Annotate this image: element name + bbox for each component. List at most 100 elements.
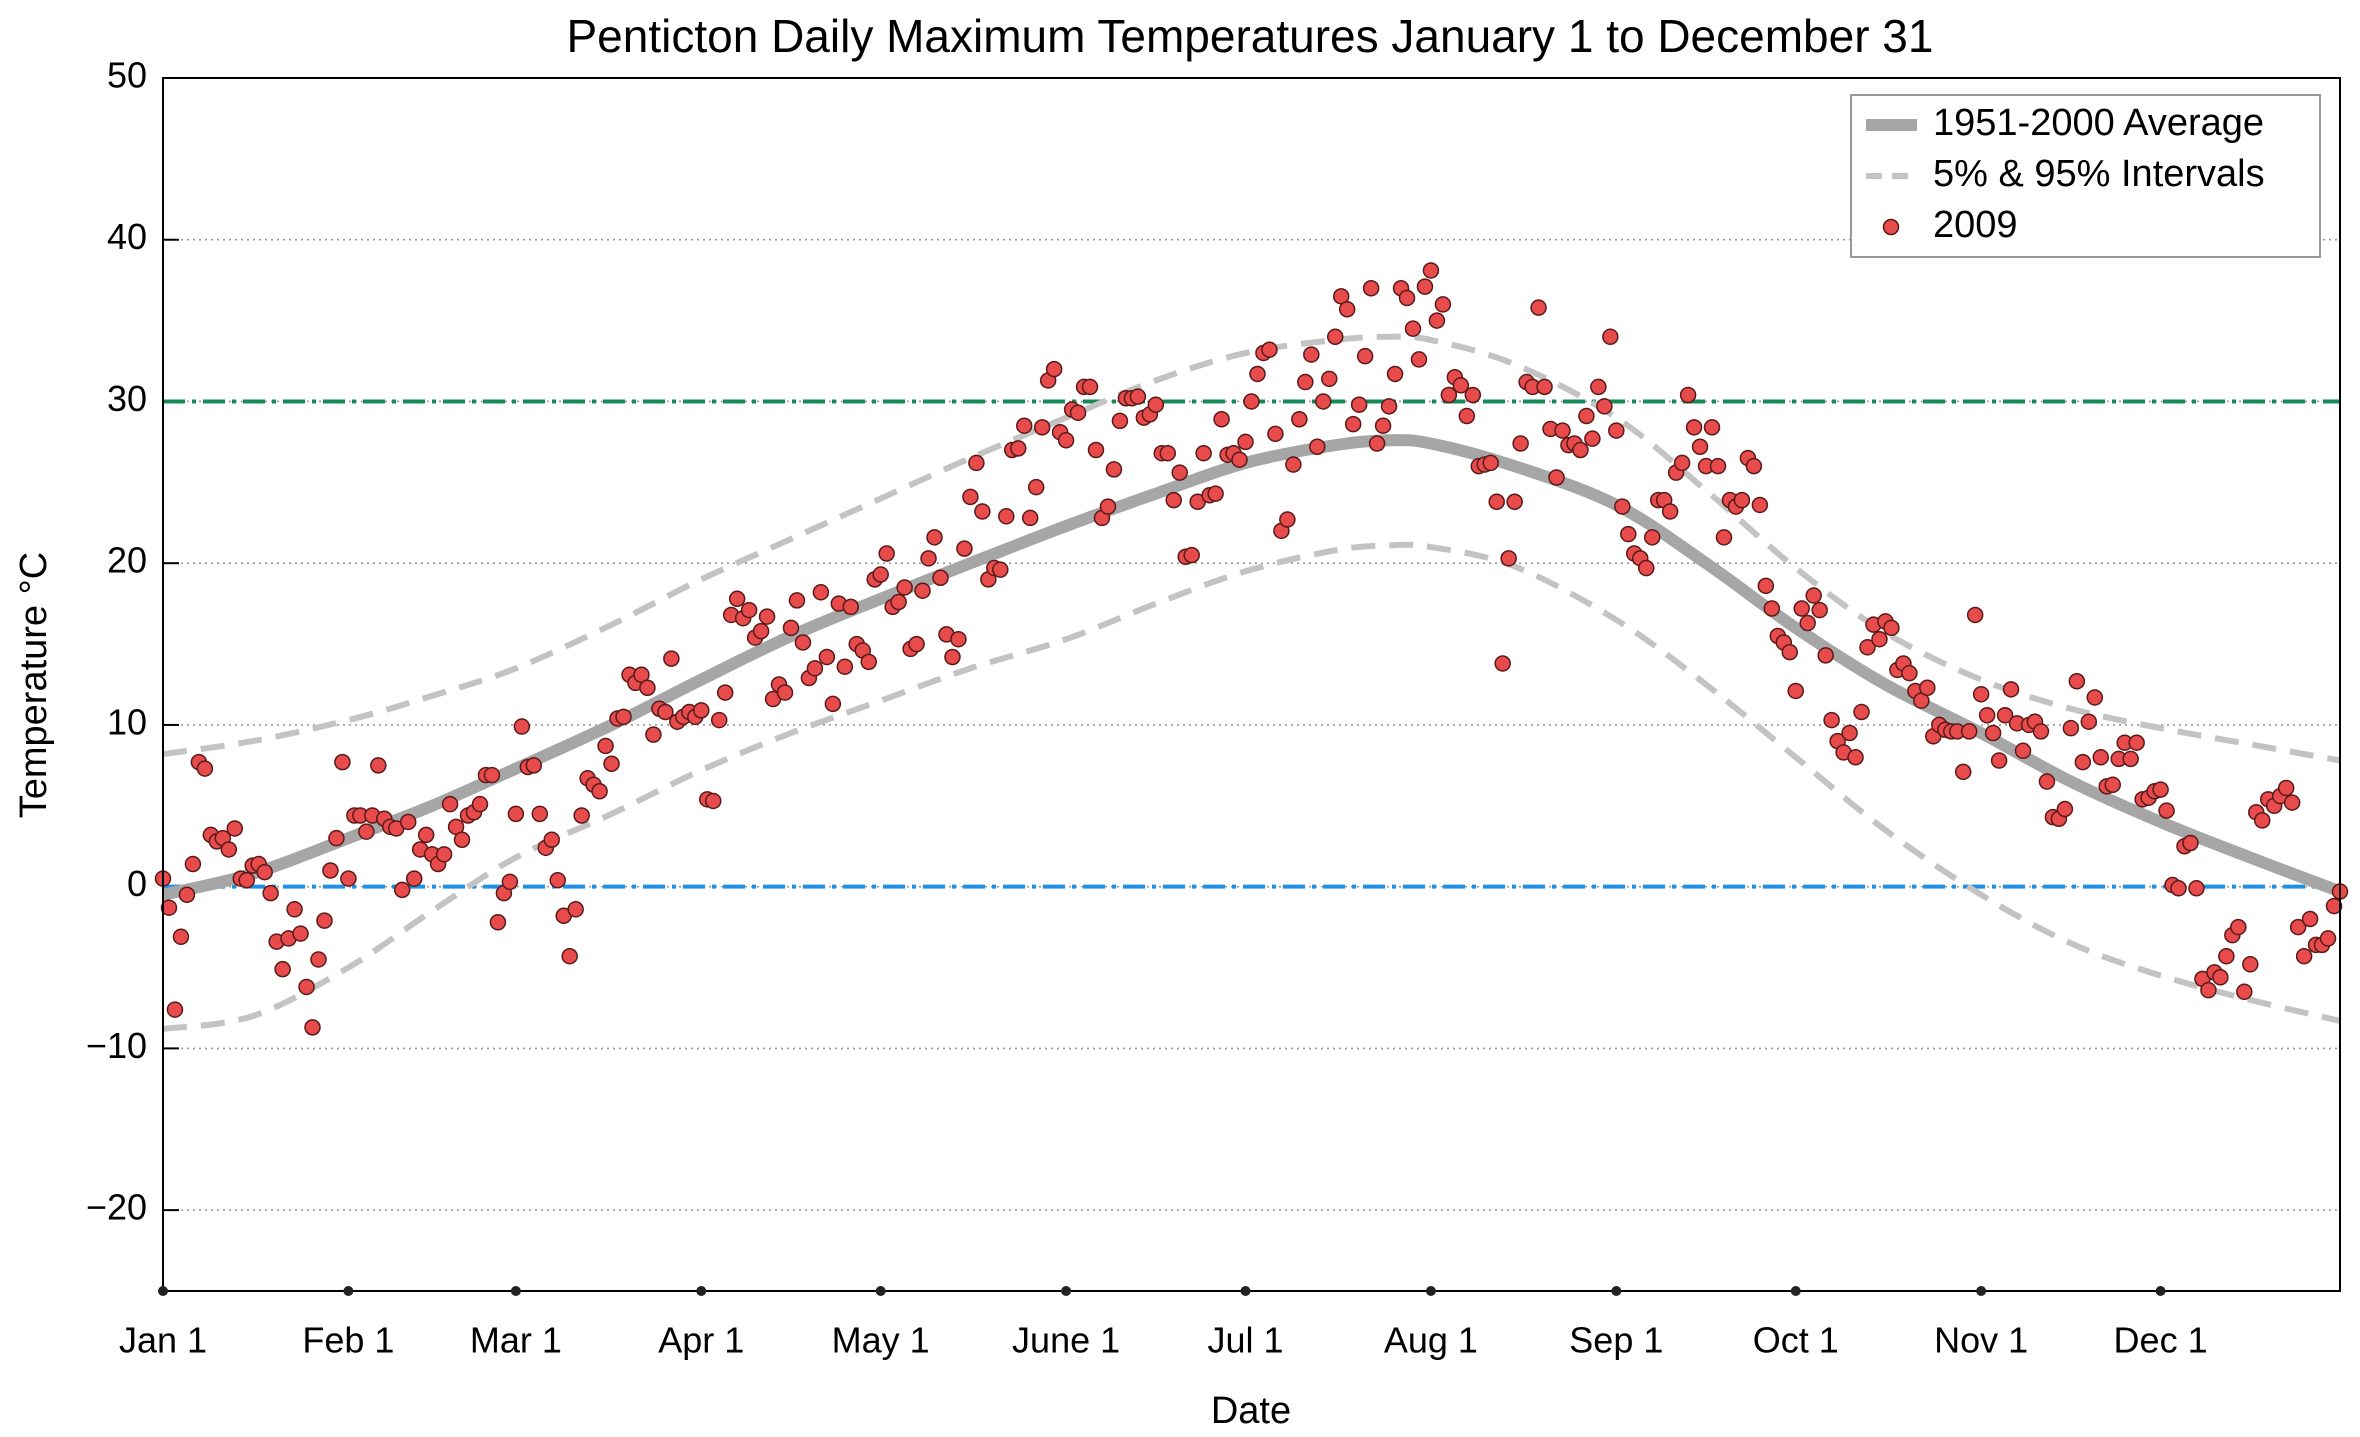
data-point	[1297, 373, 1314, 391]
data-point	[872, 566, 889, 583]
data-point	[1960, 723, 1978, 740]
data-point	[1817, 647, 1834, 664]
data-point	[549, 871, 566, 889]
data-point	[2283, 794, 2301, 811]
data-point	[489, 913, 507, 931]
data-point	[1171, 464, 1188, 481]
data-point	[1213, 411, 1230, 428]
data-point	[1978, 706, 1996, 724]
x-tick	[1425, 1286, 1436, 1296]
data-point	[944, 648, 961, 666]
data-point	[645, 726, 662, 743]
data-point	[1111, 412, 1129, 430]
data-point	[525, 757, 543, 774]
data-point	[1458, 407, 1476, 425]
data-point	[1380, 398, 1398, 415]
data-point	[1482, 454, 1499, 472]
data-point	[657, 703, 674, 721]
data-point	[1703, 419, 1721, 436]
data-point	[1596, 398, 1613, 415]
data-point	[836, 658, 854, 675]
data-point	[1321, 370, 1338, 388]
data-point	[1602, 328, 1619, 346]
data-point	[2092, 749, 2110, 766]
data-point	[2242, 956, 2259, 973]
data-point	[1338, 301, 1356, 318]
x-tick-label: Mar 1	[470, 1320, 562, 1361]
data-point	[543, 831, 560, 849]
x-tick-label: Nov 1	[1934, 1320, 2028, 1361]
data-point	[274, 960, 291, 978]
data-point	[812, 584, 830, 601]
data-point	[2230, 918, 2247, 936]
data-point	[2325, 897, 2343, 915]
x-tick	[158, 1286, 168, 1296]
data-point	[597, 737, 614, 755]
x-tick	[875, 1286, 886, 1296]
data-point	[435, 846, 453, 863]
data-point	[561, 947, 578, 965]
chart-title: Penticton Daily Maximum Temperatures Jan…	[567, 10, 1934, 62]
data-point	[1787, 682, 1804, 700]
data-point	[166, 1001, 184, 1018]
data-point	[1099, 498, 1117, 515]
data-point	[1315, 393, 1332, 410]
data-point	[399, 813, 417, 831]
data-point	[1691, 438, 1709, 456]
y-tick-label: −20	[86, 1187, 147, 1228]
data-point	[968, 454, 985, 472]
data-point	[926, 529, 943, 546]
data-point	[2301, 910, 2319, 928]
x-tick-label: Apr 1	[658, 1320, 744, 1361]
x-tick-label: Oct 1	[1753, 1320, 1839, 1361]
x-tick	[510, 1286, 521, 1296]
data-point	[1326, 328, 1344, 346]
data-point	[824, 695, 842, 713]
y-tick-label: 20	[107, 540, 147, 581]
data-point	[2068, 673, 2086, 690]
data-point	[2289, 918, 2307, 936]
data-point	[2200, 981, 2217, 999]
data-point	[920, 550, 937, 567]
data-point	[908, 635, 925, 653]
data-point	[998, 508, 1015, 525]
data-point	[663, 650, 680, 667]
data-point	[878, 545, 895, 562]
data-point	[567, 901, 584, 918]
data-point	[1954, 763, 1972, 781]
data-point	[1608, 422, 1625, 439]
data-point	[1303, 346, 1320, 363]
data-point	[184, 855, 202, 873]
y-tick-label: 10	[107, 701, 147, 742]
data-point	[716, 684, 734, 701]
data-point	[286, 901, 303, 918]
data-point	[238, 871, 255, 889]
data-point	[2104, 776, 2121, 794]
data-point	[1368, 435, 1386, 452]
data-point	[2080, 713, 2098, 730]
x-tick	[1611, 1286, 1622, 1296]
data-point	[992, 561, 1009, 578]
data-point	[1452, 377, 1470, 394]
data-point	[1799, 614, 1816, 632]
data-point	[2188, 880, 2205, 897]
data-point	[740, 601, 758, 619]
data-point	[776, 684, 794, 701]
data-point	[1386, 365, 1404, 383]
data-point	[1147, 396, 1165, 413]
legend-box	[1850, 94, 2321, 258]
data-point	[1506, 493, 1523, 510]
data-point	[1679, 386, 1697, 404]
data-point	[758, 608, 776, 625]
data-point	[2182, 834, 2199, 852]
data-point	[1081, 378, 1099, 396]
data-point	[1159, 444, 1177, 462]
data-point	[752, 622, 770, 640]
data-point	[1410, 351, 1428, 368]
data-point	[1745, 457, 1763, 475]
data-point	[1207, 485, 1224, 502]
data-point	[304, 1019, 321, 1036]
data-point	[2254, 812, 2271, 829]
data-point	[1972, 685, 1990, 703]
